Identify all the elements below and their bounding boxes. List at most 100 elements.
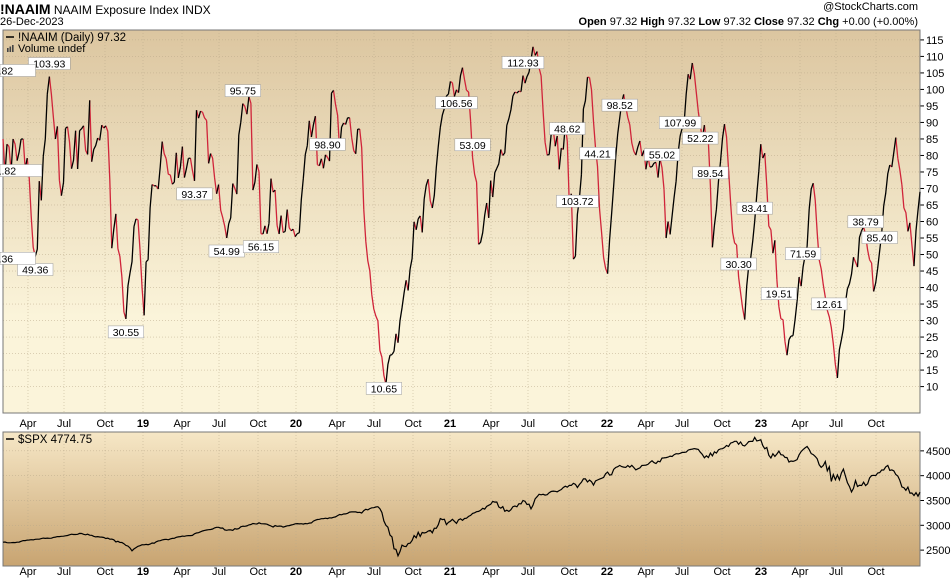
data-label-text: 30.55 — [113, 327, 139, 339]
data-label: 54.99 — [208, 244, 245, 258]
y-tick-label: 80 — [926, 150, 938, 162]
data-label-box — [659, 116, 702, 129]
y-tick-label: 4500 — [926, 446, 950, 458]
data-label-text: 24.82 — [0, 65, 13, 77]
data-label-text: 12.61 — [816, 299, 842, 311]
y-tick-label: 85 — [926, 134, 938, 146]
data-label: 30.30 — [720, 257, 757, 271]
x-tick-label: Jul — [212, 566, 226, 578]
close-label: Close — [754, 16, 785, 28]
data-label-box — [501, 56, 545, 69]
data-label: 12.61 — [811, 297, 848, 311]
data-label-box — [435, 96, 478, 110]
data-label: 101.82 — [0, 164, 43, 178]
y-tick-label: 3000 — [926, 520, 950, 532]
data-label-box — [309, 138, 346, 151]
x-tick-label: Jul — [675, 566, 689, 578]
data-label-box — [556, 194, 599, 208]
data-label-box — [0, 64, 36, 77]
x-tick-label: Oct — [96, 418, 113, 430]
data-label-box — [760, 287, 797, 300]
x-tick-label: Jul — [521, 418, 535, 430]
data-label-text: 53.09 — [459, 140, 485, 152]
data-label-text: 56.15 — [248, 242, 274, 254]
x-tick-label: Oct — [713, 566, 730, 578]
chart-subheader: 26-Dec-2023 Open 97.32 High 97.32 Low 97… — [0, 16, 951, 30]
data-label-text: 55.02 — [649, 150, 675, 162]
symbol: !NAAIM — [0, 1, 51, 17]
data-label-text: 54.99 — [214, 246, 240, 258]
data-label-box — [549, 122, 586, 135]
x-tick-label: 23 — [755, 566, 767, 578]
data-label-text: 48.62 — [554, 124, 580, 136]
y-tick-label: 4000 — [926, 471, 950, 483]
x-tick-label: Apr — [637, 566, 654, 578]
data-label: 49.36 — [17, 263, 54, 276]
data-label-box — [107, 325, 144, 339]
data-label: 98.90 — [309, 138, 346, 151]
y-tick-label: 70 — [926, 183, 938, 195]
x-tick-label: Jul — [57, 566, 71, 578]
legend-label: $SPX 4774.75 — [18, 434, 92, 446]
data-label: 34.36 — [0, 252, 36, 265]
data-label-box — [644, 148, 681, 161]
high-value: 97.32 — [667, 16, 696, 28]
x-tick-label: 23 — [755, 418, 767, 430]
x-tick-label: Apr — [637, 418, 654, 430]
data-label-box — [682, 131, 719, 145]
data-label-text: 38.79 — [852, 217, 878, 229]
data-label: 95.75 — [224, 84, 261, 98]
y-tick-label: 35 — [926, 299, 938, 311]
data-label-box — [0, 252, 36, 265]
volume-icon — [12, 45, 14, 52]
volume-icon — [9, 46, 12, 52]
data-label: 71.59 — [785, 247, 822, 261]
x-tick-label: Apr — [173, 566, 190, 578]
data-label: 93.37 — [176, 187, 213, 201]
data-label: 85.40 — [861, 231, 898, 245]
data-label-box — [692, 166, 729, 180]
data-label-box — [28, 57, 71, 70]
data-label-box — [720, 257, 757, 271]
data-label: 19.51 — [760, 287, 797, 301]
x-tick-label: Apr — [791, 566, 808, 578]
naaim-panel: 10 15 20 25 30 35 40 45 50 55 60 65 70 75 80 85 90 95 100 1… — [0, 29, 944, 430]
x-tick-label: Apr — [328, 566, 345, 578]
data-label-text: 30.30 — [725, 259, 751, 271]
data-label-text: 107.99 — [664, 118, 696, 130]
data-label-box — [601, 98, 638, 112]
y-tick-label: 10 — [926, 382, 938, 394]
x-tick-label: Oct — [404, 566, 421, 578]
data-label-text: 112.93 — [507, 58, 538, 70]
x-tick-label: Apr — [328, 418, 345, 430]
data-label-text: 19.51 — [766, 289, 792, 301]
x-tick-label: 22 — [601, 418, 613, 430]
data-label-text: 10.65 — [371, 383, 397, 395]
x-tick-label: 22 — [601, 566, 613, 578]
y-tick-label: 30 — [926, 316, 938, 328]
data-label-text: 101.82 — [0, 166, 16, 178]
data-label-box — [242, 240, 279, 253]
data-label: 52.22 — [682, 131, 719, 145]
low-label: Low — [698, 16, 721, 28]
x-tick-label: Oct — [560, 418, 577, 430]
y-tick-label: 25 — [926, 332, 938, 344]
copyright-text: @StockCharts.com — [823, 1, 918, 13]
low-value: 97.32 — [723, 16, 752, 28]
x-tick-label: Apr — [482, 566, 499, 578]
data-label-box — [579, 147, 616, 160]
y-tick-label: 55 — [926, 233, 938, 245]
y-tick-label: 50 — [926, 250, 938, 262]
x-tick-label: Apr — [19, 566, 36, 578]
data-label-box — [454, 138, 491, 152]
data-label-box — [861, 231, 898, 244]
data-label: 38.79 — [847, 215, 884, 229]
y-tick-label: 2500 — [926, 545, 950, 557]
data-label-text: 34.36 — [0, 253, 13, 265]
y-tick-label: 45 — [926, 266, 938, 278]
data-label-box — [224, 84, 261, 97]
data-label-text: 85.40 — [867, 233, 893, 245]
y-tick-label: 15 — [926, 365, 938, 377]
x-tick-label: Oct — [249, 566, 266, 578]
data-label-box — [176, 187, 213, 201]
